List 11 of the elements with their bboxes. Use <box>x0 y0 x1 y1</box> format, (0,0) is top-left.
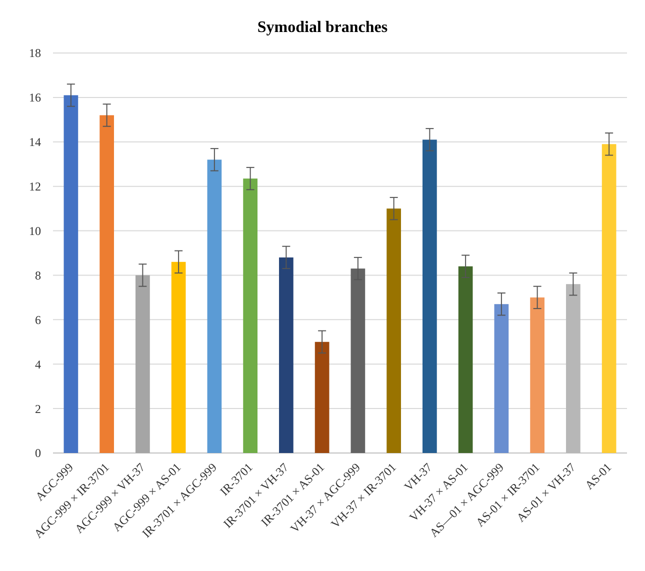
y-tick-label: 8 <box>35 268 41 282</box>
y-tick-label: 4 <box>35 357 41 372</box>
chart-title: Symodial branches <box>257 19 388 36</box>
y-tick-label: 14 <box>29 135 41 150</box>
y-tick-label: 0 <box>35 446 41 460</box>
y-tick-label: 12 <box>29 180 41 194</box>
y-tick-label: 6 <box>35 312 41 327</box>
y-tick-label: 2 <box>35 402 41 416</box>
y-tick-label: 16 <box>29 90 41 105</box>
y-tick-label: 18 <box>29 46 41 60</box>
y-tick-label: 10 <box>29 224 41 238</box>
